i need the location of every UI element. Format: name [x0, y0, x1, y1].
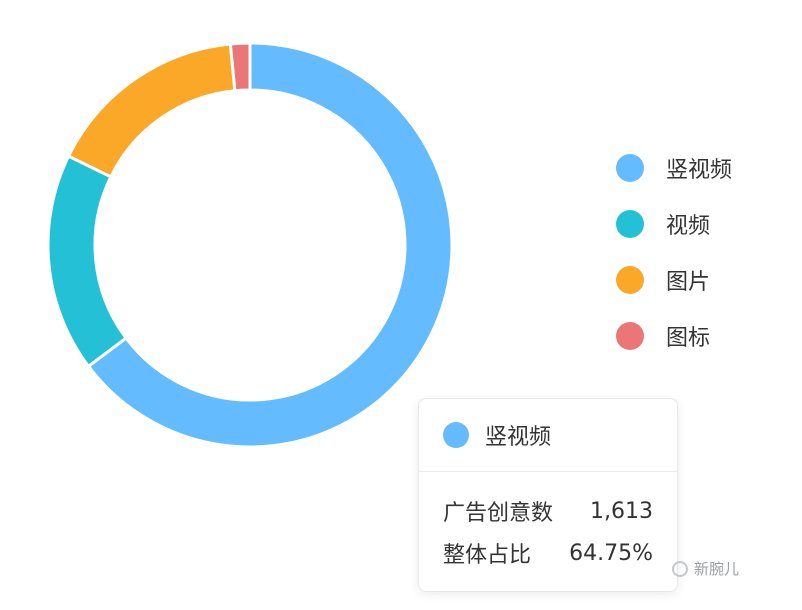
tooltip-row-share: 整体占比 64.75%: [443, 532, 653, 574]
legend-label: 图标: [666, 326, 711, 351]
tooltip-row-label: 整体占比: [443, 543, 532, 568]
wechat-icon: [672, 560, 688, 577]
tooltip-series-dot-icon: [443, 422, 469, 448]
legend-item-vertical-video[interactable]: 竖视频: [616, 140, 732, 196]
tooltip-row-label: 广告创意数: [443, 501, 554, 526]
watermark: 新腕儿: [672, 558, 739, 579]
legend-label: 视频: [666, 214, 711, 239]
legend-item-video[interactable]: 视频: [616, 196, 732, 252]
tooltip-row-value: 1,613: [590, 498, 653, 524]
tooltip-series-name: 竖视频: [485, 425, 552, 450]
legend-item-image[interactable]: 图片: [616, 252, 732, 308]
tooltip-header: 竖视频: [419, 399, 677, 472]
slice-image[interactable]: [67, 42, 237, 179]
legend-label: 图片: [666, 270, 711, 295]
legend-dot-icon: [616, 266, 644, 294]
donut-chart: [46, 41, 454, 449]
slice-video[interactable]: [46, 154, 128, 368]
tooltip-row-value: 64.75%: [569, 540, 653, 566]
chart-legend: 竖视频 视频 图片 图标: [616, 140, 732, 364]
legend-dot-icon: [616, 154, 644, 182]
chart-tooltip: 竖视频 广告创意数 1,613 整体占比 64.75%: [418, 398, 678, 592]
tooltip-row-count: 广告创意数 1,613: [443, 490, 653, 532]
legend-item-icon[interactable]: 图标: [616, 308, 732, 364]
legend-dot-icon: [616, 210, 644, 238]
legend-label: 竖视频: [666, 158, 733, 183]
tooltip-body: 广告创意数 1,613 整体占比 64.75%: [419, 472, 677, 574]
legend-dot-icon: [616, 322, 644, 350]
slice-vertical-video[interactable]: [86, 41, 454, 449]
watermark-text: 新腕儿: [694, 560, 740, 578]
slice-icon[interactable]: [228, 41, 252, 93]
